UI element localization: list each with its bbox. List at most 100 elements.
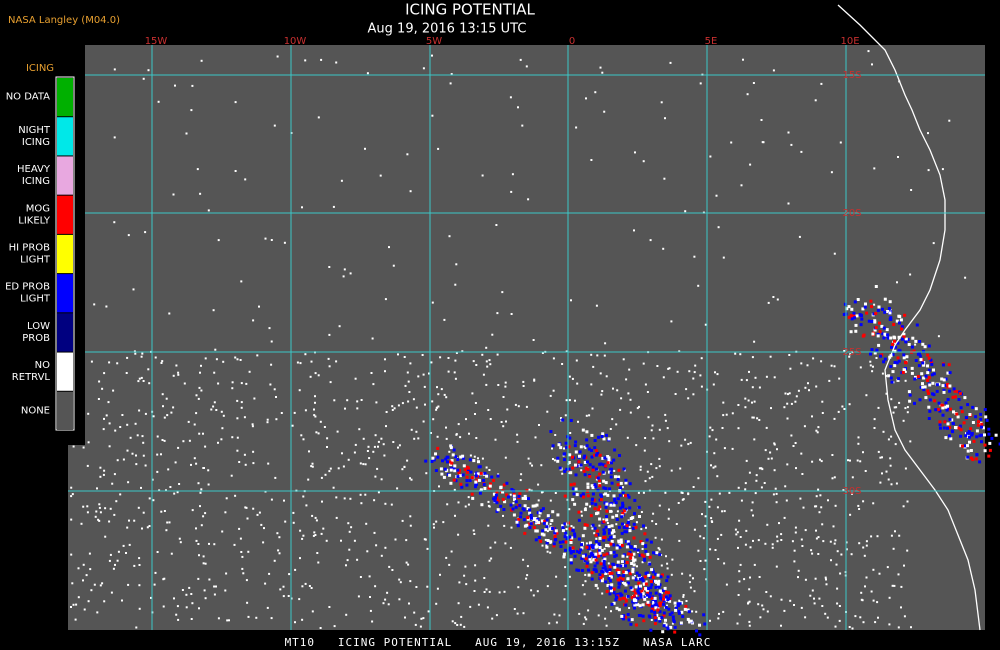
cloud-pixel [127, 234, 130, 237]
icing-pixel [969, 456, 973, 460]
cloud-pixel [241, 567, 244, 570]
cloud-pixel [821, 400, 824, 403]
cloud-pixel [764, 449, 767, 452]
cloud-pixel [377, 445, 379, 448]
cloud-pixel [704, 500, 707, 503]
cloud-pixel [715, 194, 718, 197]
cloud-pixel [328, 365, 331, 368]
icing-pixel [842, 313, 846, 316]
cloud-pixel [818, 511, 821, 514]
cloud-pixel [215, 409, 218, 411]
icing-pixel [627, 552, 631, 556]
cloud-pixel [292, 521, 295, 524]
icing-pixel [490, 475, 494, 479]
icing-pixel [956, 415, 960, 419]
icing-pixel [597, 435, 600, 439]
cloud-pixel [488, 505, 491, 508]
cloud-pixel [320, 476, 323, 479]
cloud-pixel [537, 483, 540, 486]
icing-pixel [585, 438, 589, 442]
icing-pixel [939, 426, 942, 430]
cloud-pixel [817, 488, 820, 491]
cloud-pixel [313, 408, 315, 411]
cloud-pixel [800, 452, 803, 455]
cloud-pixel [791, 540, 794, 543]
cloud-pixel [626, 436, 629, 439]
cloud-pixel [464, 565, 467, 568]
icing-pixel [462, 464, 466, 468]
cloud-pixel [651, 520, 654, 523]
icing-pixel [592, 568, 596, 572]
cloud-pixel [347, 458, 350, 461]
cloud-pixel [843, 408, 846, 410]
icing-pixel [573, 554, 577, 558]
cloud-pixel [525, 65, 528, 68]
cloud-pixel [380, 554, 383, 557]
cloud-pixel [815, 505, 818, 508]
icing-pixel [968, 413, 972, 416]
icing-pixel [929, 358, 933, 362]
cloud-pixel [850, 553, 853, 556]
cloud-pixel [455, 433, 458, 436]
icing-pixel [568, 527, 572, 531]
icing-pixel [983, 433, 986, 437]
cloud-pixel [238, 527, 241, 530]
cloud-pixel [723, 562, 726, 565]
icing-pixel [593, 439, 597, 442]
cloud-pixel [408, 602, 410, 605]
icing-pixel [569, 538, 573, 542]
cloud-pixel [105, 414, 108, 417]
icing-pixel [625, 561, 629, 564]
cloud-pixel [873, 303, 876, 306]
cloud-pixel [464, 505, 467, 508]
cloud-pixel [833, 252, 836, 255]
cloud-pixel [856, 459, 859, 462]
cloud-pixel [161, 360, 164, 363]
cloud-pixel [428, 372, 430, 375]
cloud-pixel [910, 189, 913, 191]
cloud-pixel [657, 547, 660, 550]
icing-pixel [528, 511, 532, 515]
icing-pixel [598, 573, 602, 577]
icing-pixel [548, 527, 552, 531]
cloud-pixel [202, 555, 205, 558]
cloud-pixel [93, 583, 96, 586]
cloud-pixel [314, 415, 317, 418]
cloud-pixel [811, 552, 814, 555]
cloud-pixel [463, 574, 466, 577]
cloud-pixel [709, 155, 712, 158]
icing-pixel [655, 551, 659, 555]
icing-pixel [638, 553, 642, 557]
cloud-pixel [71, 493, 74, 496]
cloud-pixel [591, 527, 594, 530]
icing-pixel [598, 479, 601, 483]
cloud-pixel [769, 595, 772, 598]
cloud-pixel [137, 506, 140, 509]
cloud-pixel [165, 397, 168, 400]
cloud-pixel [429, 432, 432, 434]
cloud-pixel [417, 375, 420, 378]
cloud-pixel [273, 559, 276, 562]
cloud-pixel [692, 377, 695, 380]
icing-pixel [892, 323, 896, 326]
icing-pixel [897, 377, 901, 381]
cloud-pixel [181, 589, 184, 591]
icing-pixel [608, 531, 611, 535]
icing-pixel [966, 444, 969, 448]
icing-pixel [615, 514, 619, 518]
cloud-pixel [658, 457, 661, 460]
cloud-pixel [98, 503, 101, 506]
cloud-pixel [693, 255, 696, 258]
icing-pixel [591, 465, 595, 469]
icing-pixel [579, 445, 583, 449]
icing-pixel [648, 595, 651, 599]
cloud-pixel [255, 616, 258, 619]
legend-swatch [57, 391, 73, 430]
cloud-pixel [753, 438, 756, 441]
icing-pixel [562, 552, 566, 556]
cloud-pixel [234, 101, 237, 104]
cloud-pixel [316, 552, 319, 554]
icing-pixel [521, 507, 525, 511]
cloud-pixel [365, 522, 368, 525]
cloud-pixel [800, 538, 803, 541]
